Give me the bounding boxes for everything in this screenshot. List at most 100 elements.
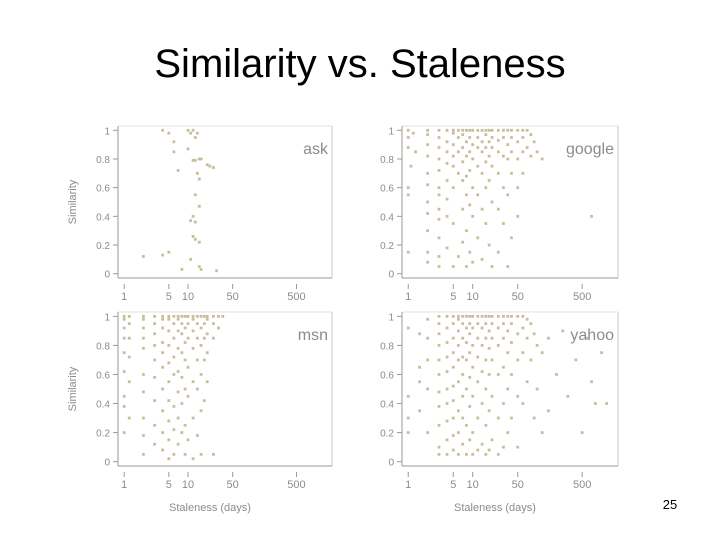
msn-point	[176, 314, 180, 318]
msn-point	[142, 314, 145, 318]
yahoo-point	[406, 431, 410, 434]
google-point	[521, 128, 525, 132]
yahoo-point	[476, 416, 480, 420]
google-point	[480, 207, 484, 211]
yahoo-point	[456, 314, 460, 318]
google-point	[437, 157, 441, 161]
yahoo-point	[471, 431, 475, 434]
ask-ylabel: Similarity	[67, 179, 79, 224]
yahoo-point	[461, 442, 465, 446]
google-point	[476, 193, 480, 197]
google-point	[480, 140, 484, 144]
google-point	[437, 193, 441, 197]
google-point	[590, 214, 593, 218]
msn-point	[122, 317, 126, 321]
ask-point	[189, 257, 193, 261]
yahoo-point	[476, 336, 480, 340]
yahoo-point	[468, 438, 472, 442]
yahoo-point	[580, 431, 584, 434]
yahoo-xtick-label: 500	[573, 479, 591, 491]
google-point	[451, 128, 455, 132]
msn-point	[176, 317, 180, 321]
msn-point	[161, 317, 165, 321]
google-point	[496, 138, 500, 142]
google-point	[535, 150, 539, 154]
yahoo-point	[465, 341, 468, 344]
yahoo-point	[496, 344, 500, 347]
yahoo-point	[496, 314, 500, 318]
yahoo-point	[525, 380, 529, 384]
google-point	[437, 236, 441, 240]
google-point	[437, 136, 441, 139]
yahoo-point	[535, 344, 539, 347]
yahoo-point	[529, 322, 533, 326]
yahoo-point	[516, 445, 520, 449]
msn-point	[176, 390, 180, 394]
google-point	[476, 128, 480, 132]
msn-point	[217, 326, 220, 330]
yahoo-point	[465, 387, 468, 391]
msn-point	[199, 326, 203, 330]
google-point	[426, 212, 430, 215]
ask-point	[186, 128, 190, 132]
yahoo-point	[445, 370, 449, 373]
yahoo-point	[476, 448, 480, 452]
msn-ytick-label: 0	[104, 458, 110, 469]
yahoo-point	[521, 351, 525, 355]
msn-point	[183, 452, 187, 456]
google-point	[490, 136, 494, 139]
google-point	[471, 157, 475, 161]
google-xtick-label: 10	[467, 291, 479, 303]
google-point	[406, 136, 410, 139]
msn-point	[199, 409, 203, 413]
yahoo-point	[593, 402, 597, 405]
yahoo-point	[451, 434, 455, 437]
google-point	[471, 260, 475, 264]
yahoo-point	[451, 314, 455, 318]
msn-point	[172, 452, 176, 456]
yahoo-point	[487, 346, 491, 350]
yahoo-point	[502, 402, 505, 405]
ask-point	[191, 159, 195, 162]
msn-point	[205, 380, 209, 384]
ask-point	[193, 193, 197, 197]
msn-point	[142, 317, 145, 321]
msn-point	[186, 438, 190, 442]
yahoo-point	[461, 336, 465, 340]
yahoo-point	[480, 370, 484, 373]
yahoo-point	[476, 355, 480, 359]
yahoo-point	[484, 358, 488, 362]
msn-point	[191, 329, 195, 333]
ask-xtick-label: 1	[121, 291, 127, 303]
msn-point	[212, 322, 215, 326]
msn-point	[195, 387, 199, 391]
yahoo-point	[502, 365, 505, 369]
google-point	[480, 257, 484, 261]
yahoo-point	[490, 314, 494, 318]
ask-point	[180, 267, 184, 271]
msn-ytick-label: 1	[104, 312, 110, 323]
yahoo-point	[480, 314, 484, 318]
yahoo-point	[506, 329, 510, 333]
yahoo-point	[516, 394, 520, 398]
msn-point	[142, 346, 145, 350]
ask-point	[189, 131, 193, 135]
google-point	[456, 128, 460, 132]
google-point	[484, 186, 488, 190]
msn-point	[153, 322, 157, 326]
google-point	[426, 133, 430, 137]
google-point	[516, 157, 520, 161]
yahoo-point	[516, 358, 520, 362]
google-point	[426, 154, 430, 158]
msn-point	[122, 431, 126, 434]
google-point	[465, 128, 468, 132]
yahoo-point	[465, 358, 468, 362]
google-point	[445, 246, 449, 250]
msn-point	[195, 322, 199, 326]
google-point	[445, 140, 449, 144]
yahoo-point	[487, 314, 491, 318]
msn-point	[172, 405, 176, 408]
yahoo-point	[540, 431, 544, 434]
yahoo-point	[510, 322, 513, 326]
google-point	[445, 179, 449, 182]
